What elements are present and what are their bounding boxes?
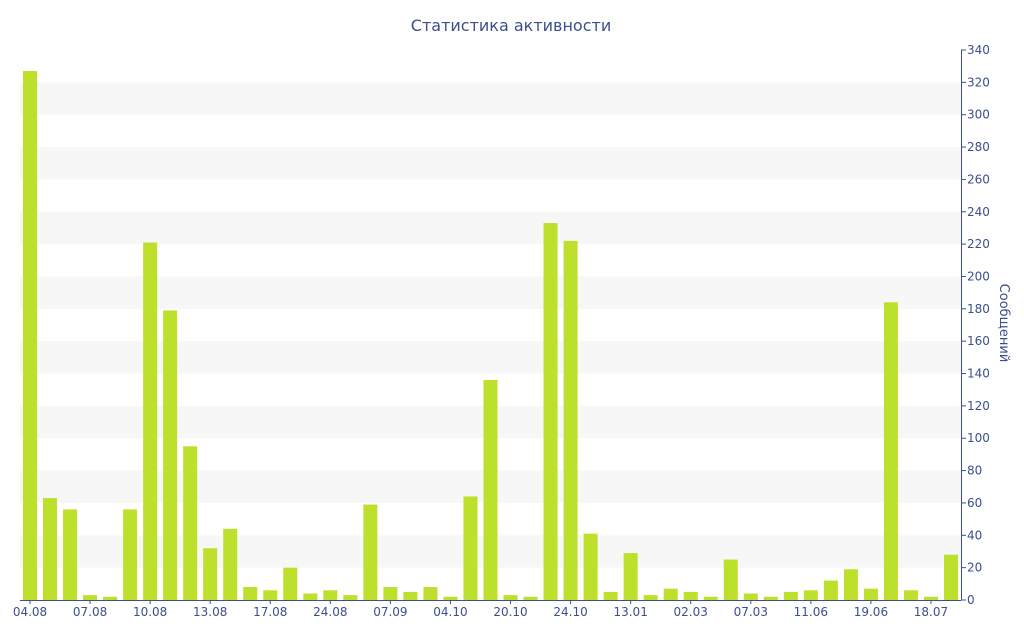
bar (263, 590, 278, 600)
bar (283, 567, 298, 600)
grid-band (20, 276, 961, 309)
bar (943, 554, 958, 600)
bar (483, 380, 498, 600)
x-tick-label: 07.08 (73, 605, 107, 619)
bar (643, 595, 658, 600)
grid-band (20, 82, 961, 115)
bar (63, 509, 78, 600)
bar (783, 591, 798, 600)
y-tick-label: 320 (967, 75, 990, 89)
bar (423, 587, 438, 600)
y-tick-label: 260 (967, 172, 990, 186)
bar-series (23, 71, 958, 600)
x-tick-label: 07.09 (373, 605, 407, 619)
bar (523, 596, 538, 600)
bar (543, 223, 558, 600)
y-tick-label: 100 (967, 431, 990, 445)
bar (563, 240, 578, 600)
y-tick-label: 160 (967, 334, 990, 348)
bar (503, 595, 518, 600)
bar (603, 591, 618, 600)
y-tick-label: 240 (967, 205, 990, 219)
bar (363, 504, 378, 600)
x-tick-label: 13.08 (193, 605, 227, 619)
bar (583, 533, 598, 600)
x-tick-label: 20.10 (493, 605, 527, 619)
x-tick-label: 18.07 (914, 605, 948, 619)
bar (43, 498, 58, 600)
bar (723, 559, 738, 600)
bar (343, 595, 358, 600)
bar (83, 595, 98, 600)
x-tick-label: 11.06 (794, 605, 828, 619)
grid-bands (20, 82, 961, 568)
bar (623, 553, 638, 600)
y-tick-label: 60 (967, 496, 982, 510)
bar (243, 587, 258, 600)
bar (743, 593, 758, 600)
x-tick-label: 24.10 (553, 605, 587, 619)
bar (223, 528, 238, 600)
bar (203, 548, 218, 600)
bar (463, 496, 478, 600)
bar (883, 302, 898, 600)
x-tick-label: 04.10 (433, 605, 467, 619)
y-tick-label: 340 (967, 43, 990, 57)
bar (803, 590, 818, 600)
bar (323, 590, 338, 600)
x-tick-label: 19.06 (854, 605, 888, 619)
y-tick-label: 140 (967, 367, 990, 381)
bar (23, 71, 38, 600)
x-tick-label: 07.03 (734, 605, 768, 619)
bar (843, 569, 858, 600)
grid-band (20, 341, 961, 374)
x-tick-label: 10.08 (133, 605, 167, 619)
bar (923, 596, 938, 600)
bar (443, 596, 458, 600)
grid-band (20, 211, 961, 245)
y-axis-title: Сообщений (996, 284, 1011, 363)
bar (703, 596, 718, 600)
y-tick-label: 80 (967, 464, 982, 478)
x-tick-label: 24.08 (313, 605, 347, 619)
x-tick-label: 02.03 (674, 605, 708, 619)
bar (863, 588, 878, 600)
axes: 0 20 40 60 80 100 120 140 160 180 200 220 240 260 280 3… (13, 43, 990, 619)
y-tick-label: 200 (967, 269, 990, 283)
y-tick-label: 300 (967, 108, 990, 122)
chart-title: Статистика активности (411, 16, 611, 35)
y-tick-label: 40 (967, 528, 982, 542)
y-tick-label: 120 (967, 399, 990, 413)
bar (403, 591, 418, 600)
x-tick-label: 04.08 (13, 605, 47, 619)
bar (383, 587, 398, 600)
bar (143, 242, 158, 600)
bar (903, 590, 918, 600)
x-tick-label: 17.08 (253, 605, 287, 619)
bar (163, 310, 178, 600)
y-tick-label: 20 (967, 561, 982, 575)
bar (683, 591, 698, 600)
bar (123, 509, 138, 600)
bar (303, 593, 318, 600)
y-tick-label: 220 (967, 237, 990, 251)
bar (663, 588, 678, 600)
bar (763, 596, 778, 600)
y-tick-label: 180 (967, 302, 990, 316)
x-tick-label: 13.01 (613, 605, 647, 619)
y-tick-label: 280 (967, 140, 990, 154)
grid-band (20, 147, 961, 180)
bar (183, 446, 198, 600)
bar (103, 596, 118, 600)
y-tick-label: 0 (967, 593, 975, 607)
bar (823, 580, 838, 600)
